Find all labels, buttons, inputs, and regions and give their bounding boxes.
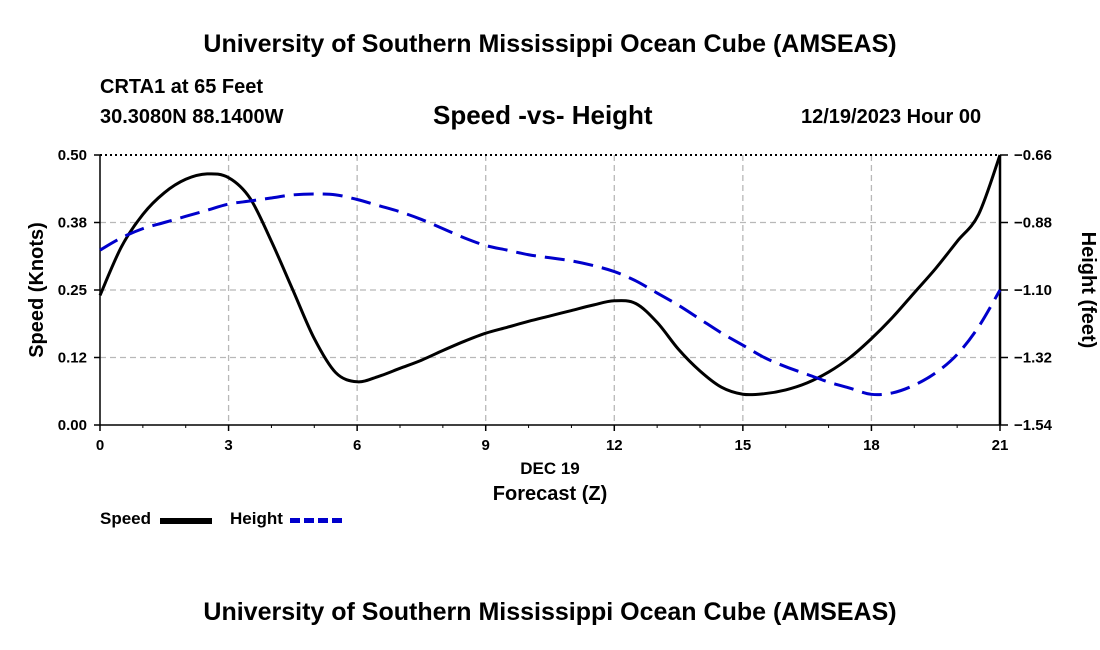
- x-tick-label: 12: [606, 437, 623, 454]
- station-name: CRTA1 at 65 Feet: [100, 76, 264, 98]
- legend-speed-label: Speed: [100, 509, 152, 528]
- x-tick-label: 9: [482, 437, 490, 454]
- x-tick-label: 18: [863, 437, 880, 454]
- y-tick-label: 0.25: [58, 282, 87, 299]
- x-tick-label: 15: [735, 437, 752, 454]
- footer-title: University of Southern Mississippi Ocean…: [203, 598, 897, 626]
- chart-title: Speed -vs- Height: [433, 100, 653, 130]
- chart-date: 12/19/2023 Hour 00: [801, 106, 982, 128]
- y2-tick-label: −0.88: [1014, 215, 1052, 232]
- y2-tick-label: −0.66: [1014, 147, 1052, 164]
- y-tick-label: 0.00: [58, 417, 87, 434]
- main-title: University of Southern Mississippi Ocean…: [203, 30, 897, 58]
- x-tick-label: 3: [224, 437, 232, 454]
- y-tick-label: 0.12: [58, 350, 87, 367]
- legend-speed-swatch: [160, 518, 212, 524]
- y-axis-label: Speed (Knots): [26, 222, 48, 358]
- x-tick-label: 6: [353, 437, 361, 454]
- y2-tick-label: −1.32: [1014, 350, 1052, 367]
- y-tick-label: 0.38: [58, 215, 87, 232]
- x-tick-label: 0: [96, 437, 104, 454]
- series-line-speed: [98, 154, 1002, 397]
- legend-height-swatch: [290, 518, 342, 523]
- station-coords: 30.3080N 88.1400W: [100, 106, 284, 128]
- y-tick-label: 0.50: [58, 147, 87, 164]
- y2-axis-label: Height (feet): [1077, 232, 1099, 349]
- x-axis-sublabel: DEC 19: [520, 459, 580, 478]
- x-axis-label: Forecast (Z): [493, 483, 607, 505]
- legend-height-label: Height: [230, 509, 283, 528]
- y2-tick-label: −1.10: [1014, 282, 1052, 299]
- x-tick-label: 21: [992, 437, 1009, 454]
- series-line-height: [99, 192, 1002, 397]
- y2-tick-label: −1.54: [1014, 417, 1053, 434]
